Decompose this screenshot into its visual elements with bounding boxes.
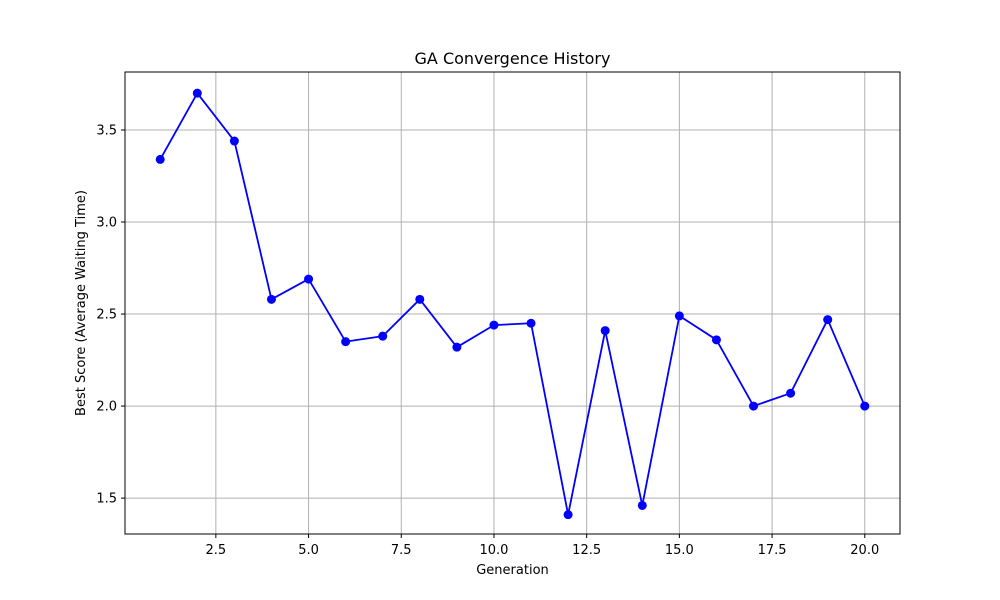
x-tick-label: 10.0 xyxy=(479,543,508,558)
plot-area-frame xyxy=(124,71,901,535)
y-tick-label: 1.5 xyxy=(96,492,117,507)
x-tick-label: 17.5 xyxy=(758,543,787,558)
data-point-marker xyxy=(489,320,499,330)
data-point-marker xyxy=(229,136,239,146)
data-point-marker xyxy=(266,294,276,304)
data-point-marker xyxy=(155,154,165,164)
y-tick-label: 3.0 xyxy=(96,216,117,231)
data-point-marker xyxy=(452,342,462,352)
x-tick-label: 7.5 xyxy=(391,543,412,558)
data-point-marker xyxy=(711,335,721,345)
series-layer xyxy=(155,88,870,520)
x-tick-label: 15.0 xyxy=(665,543,694,558)
data-point-marker xyxy=(192,88,202,98)
y-tick-label: 3.5 xyxy=(96,123,117,138)
data-point-marker xyxy=(600,326,610,336)
x-tick-label: 20.0 xyxy=(850,543,879,558)
y-axis-label: Best Score (Average Waiting Time) xyxy=(74,190,89,416)
chart-title: GA Convergence History xyxy=(415,49,611,68)
x-tick-label: 12.5 xyxy=(572,543,601,558)
data-point-marker xyxy=(415,294,425,304)
series-line xyxy=(159,92,866,516)
data-point-marker xyxy=(526,318,536,328)
x-axis-label: Generation xyxy=(476,563,549,578)
x-tick-label: 5.0 xyxy=(298,543,319,558)
data-point-marker xyxy=(823,315,833,325)
data-point-marker xyxy=(341,337,351,347)
data-point-marker xyxy=(786,388,796,398)
tick-layer: 2.5 5.0 7.5 10.0 12.5 15.0 17.5 20.0 1.5 2.0 2.5 3.… xyxy=(96,123,879,558)
data-point-marker xyxy=(563,510,573,520)
data-point-marker xyxy=(860,401,870,411)
y-tick-label: 2.0 xyxy=(96,400,117,415)
data-point-marker xyxy=(637,500,647,510)
data-point-marker xyxy=(304,274,314,284)
x-tick-label: 2.5 xyxy=(206,543,227,558)
data-point-marker xyxy=(378,331,388,341)
data-point-marker xyxy=(674,311,684,321)
y-tick-label: 2.5 xyxy=(96,308,117,323)
data-point-marker xyxy=(749,401,759,411)
